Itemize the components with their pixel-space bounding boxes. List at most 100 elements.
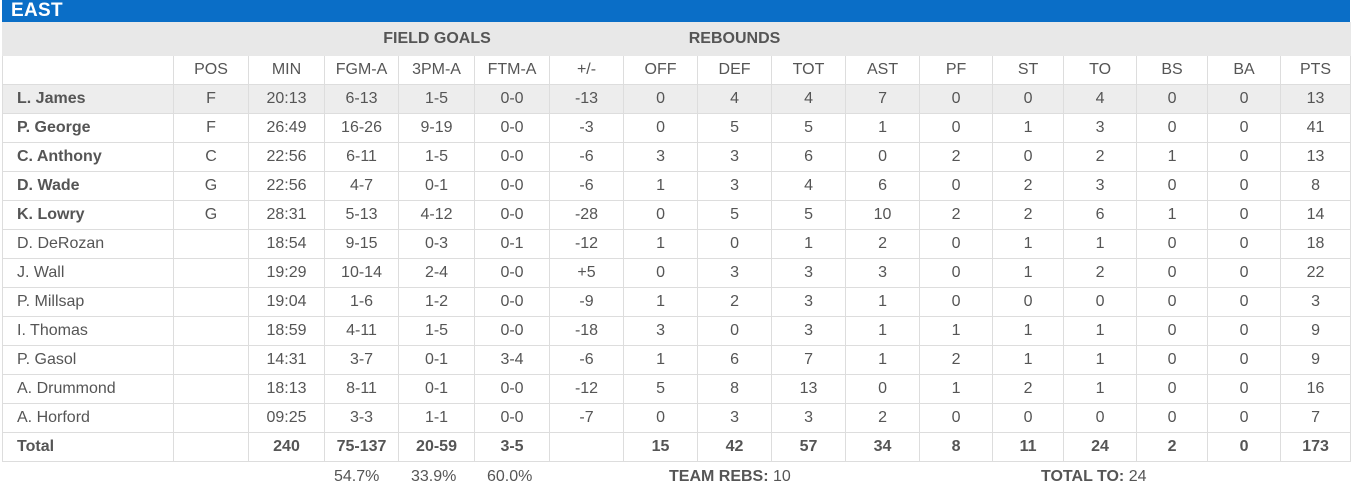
total-row: Total 240 75-137 20-59 3-5 15 42 57 34 8 11 24 2 0 173 (2, 432, 1352, 462)
player-ftm-a-cell: 0-0 (474, 171, 551, 201)
player-ftm-a-cell: 0-0 (474, 200, 551, 230)
player-off-cell: 1 (623, 171, 699, 201)
player-to-cell: 2 (1063, 142, 1138, 172)
player-ba-cell: 0 (1207, 229, 1282, 259)
player-to-cell: 6 (1063, 200, 1138, 230)
player-to-cell: 2 (1063, 258, 1138, 288)
player-pf-cell: 2 (919, 345, 994, 375)
player-st-cell: 0 (992, 84, 1065, 114)
total-ast-cell: 34 (845, 432, 921, 462)
total-tpm-a-cell: 20-59 (398, 432, 476, 462)
player-ftm-a-cell: 0-0 (474, 287, 551, 317)
player-ba-cell: 0 (1207, 84, 1282, 114)
player-ast-cell: 10 (845, 200, 921, 230)
player-ast-cell: 1 (845, 316, 921, 346)
total-def-cell: 42 (697, 432, 773, 462)
player-ftm-a-cell: 0-0 (474, 316, 551, 346)
player-tot-cell: 5 (771, 200, 847, 230)
player-name-cell: A. Drummond (2, 374, 174, 404)
player-pos-cell (173, 345, 249, 375)
col-header-off: OFF (623, 55, 699, 85)
player-ba-cell: 0 (1207, 374, 1282, 404)
player-pos-cell (173, 258, 249, 288)
player-tpm-a-cell: 1-2 (398, 287, 476, 317)
player-fgm-a-cell: 1-6 (324, 287, 400, 317)
player-pf-cell: 2 (919, 200, 994, 230)
player-fgm-a-cell: 3-3 (324, 403, 400, 433)
player-off-cell: 3 (623, 316, 699, 346)
player-tot-cell: 3 (771, 316, 847, 346)
player-tpm-a-cell: 2-4 (398, 258, 476, 288)
player-name-cell: C. Anthony (2, 142, 174, 172)
player-ftm-a-cell: 0-0 (474, 258, 551, 288)
total-bs-cell: 2 (1136, 432, 1209, 462)
player-name-cell: J. Wall (2, 258, 174, 288)
player-pm-cell: -13 (549, 84, 625, 114)
player-row: P. George F 26:49 16-26 9-19 0-0 -3 0 5 5 1 0 1 3 0 0 41 (2, 113, 1352, 143)
player-row: P. Gasol 14:31 3-7 0-1 3-4 -6 1 6 7 1 2 1 1 0 0 9 (2, 345, 1352, 375)
player-row: C. Anthony C 22:56 6-11 1-5 0-0 -6 3 3 6 0 2 0 2 1 0 13 (2, 142, 1352, 172)
player-off-cell: 0 (623, 258, 699, 288)
player-ast-cell: 2 (845, 403, 921, 433)
player-pos-cell (173, 316, 249, 346)
col-header-fgm-a: FGM-A (324, 55, 400, 85)
player-off-cell: 0 (623, 113, 699, 143)
player-st-cell: 2 (992, 171, 1065, 201)
player-ba-cell: 0 (1207, 403, 1282, 433)
player-st-cell: 1 (992, 113, 1065, 143)
player-bs-cell: 0 (1136, 374, 1209, 404)
player-to-cell: 4 (1063, 84, 1138, 114)
player-st-cell: 1 (992, 345, 1065, 375)
player-pos-cell: G (173, 200, 249, 230)
col-header-plus-minus: +/- (549, 55, 625, 85)
player-off-cell: 0 (623, 200, 699, 230)
player-to-cell: 1 (1063, 316, 1138, 346)
player-fgm-a-cell: 4-11 (324, 316, 400, 346)
player-ba-cell: 0 (1207, 316, 1282, 346)
player-min-cell: 22:56 (247, 171, 326, 201)
player-def-cell: 0 (697, 316, 773, 346)
player-name-cell: A. Horford (2, 403, 174, 433)
player-ast-cell: 1 (845, 345, 921, 375)
player-tot-cell: 3 (771, 403, 847, 433)
player-ftm-a-cell: 0-0 (474, 403, 551, 433)
player-tot-cell: 3 (771, 287, 847, 317)
player-ftm-a-cell: 0-0 (474, 84, 551, 114)
player-ba-cell: 0 (1207, 200, 1282, 230)
player-def-cell: 4 (697, 84, 773, 114)
player-fgm-a-cell: 6-11 (324, 142, 400, 172)
col-header-ba: BA (1207, 55, 1282, 85)
player-min-cell: 26:49 (247, 113, 326, 143)
team-rebounds: TEAM REBS: 10 (669, 468, 791, 486)
player-tot-cell: 4 (771, 84, 847, 114)
col-header-ast: AST (845, 55, 921, 85)
total-pos-cell (173, 432, 249, 462)
player-pts-cell: 18 (1280, 229, 1352, 259)
player-pf-cell: 0 (919, 287, 994, 317)
col-header-bs: BS (1136, 55, 1209, 85)
player-ba-cell: 0 (1207, 345, 1282, 375)
player-def-cell: 0 (697, 229, 773, 259)
player-tot-cell: 7 (771, 345, 847, 375)
player-bs-cell: 0 (1136, 229, 1209, 259)
player-st-cell: 2 (992, 200, 1065, 230)
player-bs-cell: 1 (1136, 142, 1209, 172)
player-off-cell: 5 (623, 374, 699, 404)
player-ftm-a-cell: 3-4 (474, 345, 551, 375)
total-fgm-a-cell: 75-137 (324, 432, 400, 462)
player-ftm-a-cell: 0-0 (474, 374, 551, 404)
total-ba-cell: 0 (1207, 432, 1282, 462)
field-goals-group-label: FIELD GOALS (324, 22, 551, 56)
player-tot-cell: 5 (771, 113, 847, 143)
team-rebounds-label: TEAM REBS: (669, 468, 769, 485)
player-min-cell: 22:56 (247, 142, 326, 172)
player-pos-cell: F (173, 113, 249, 143)
player-tpm-a-cell: 1-5 (398, 316, 476, 346)
player-st-cell: 1 (992, 316, 1065, 346)
player-bs-cell: 0 (1136, 345, 1209, 375)
player-row: L. James F 20:13 6-13 1-5 0-0 -13 0 4 4 7 0 0 4 0 0 13 (2, 84, 1352, 114)
player-tpm-a-cell: 0-1 (398, 374, 476, 404)
player-min-cell: 19:29 (247, 258, 326, 288)
player-tpm-a-cell: 0-1 (398, 345, 476, 375)
col-header-3pm-a: 3PM-A (398, 55, 476, 85)
